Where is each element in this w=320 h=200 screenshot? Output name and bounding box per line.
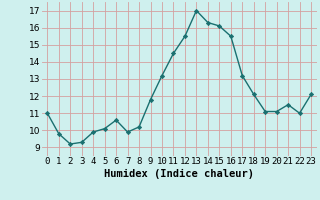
X-axis label: Humidex (Indice chaleur): Humidex (Indice chaleur) <box>104 169 254 179</box>
